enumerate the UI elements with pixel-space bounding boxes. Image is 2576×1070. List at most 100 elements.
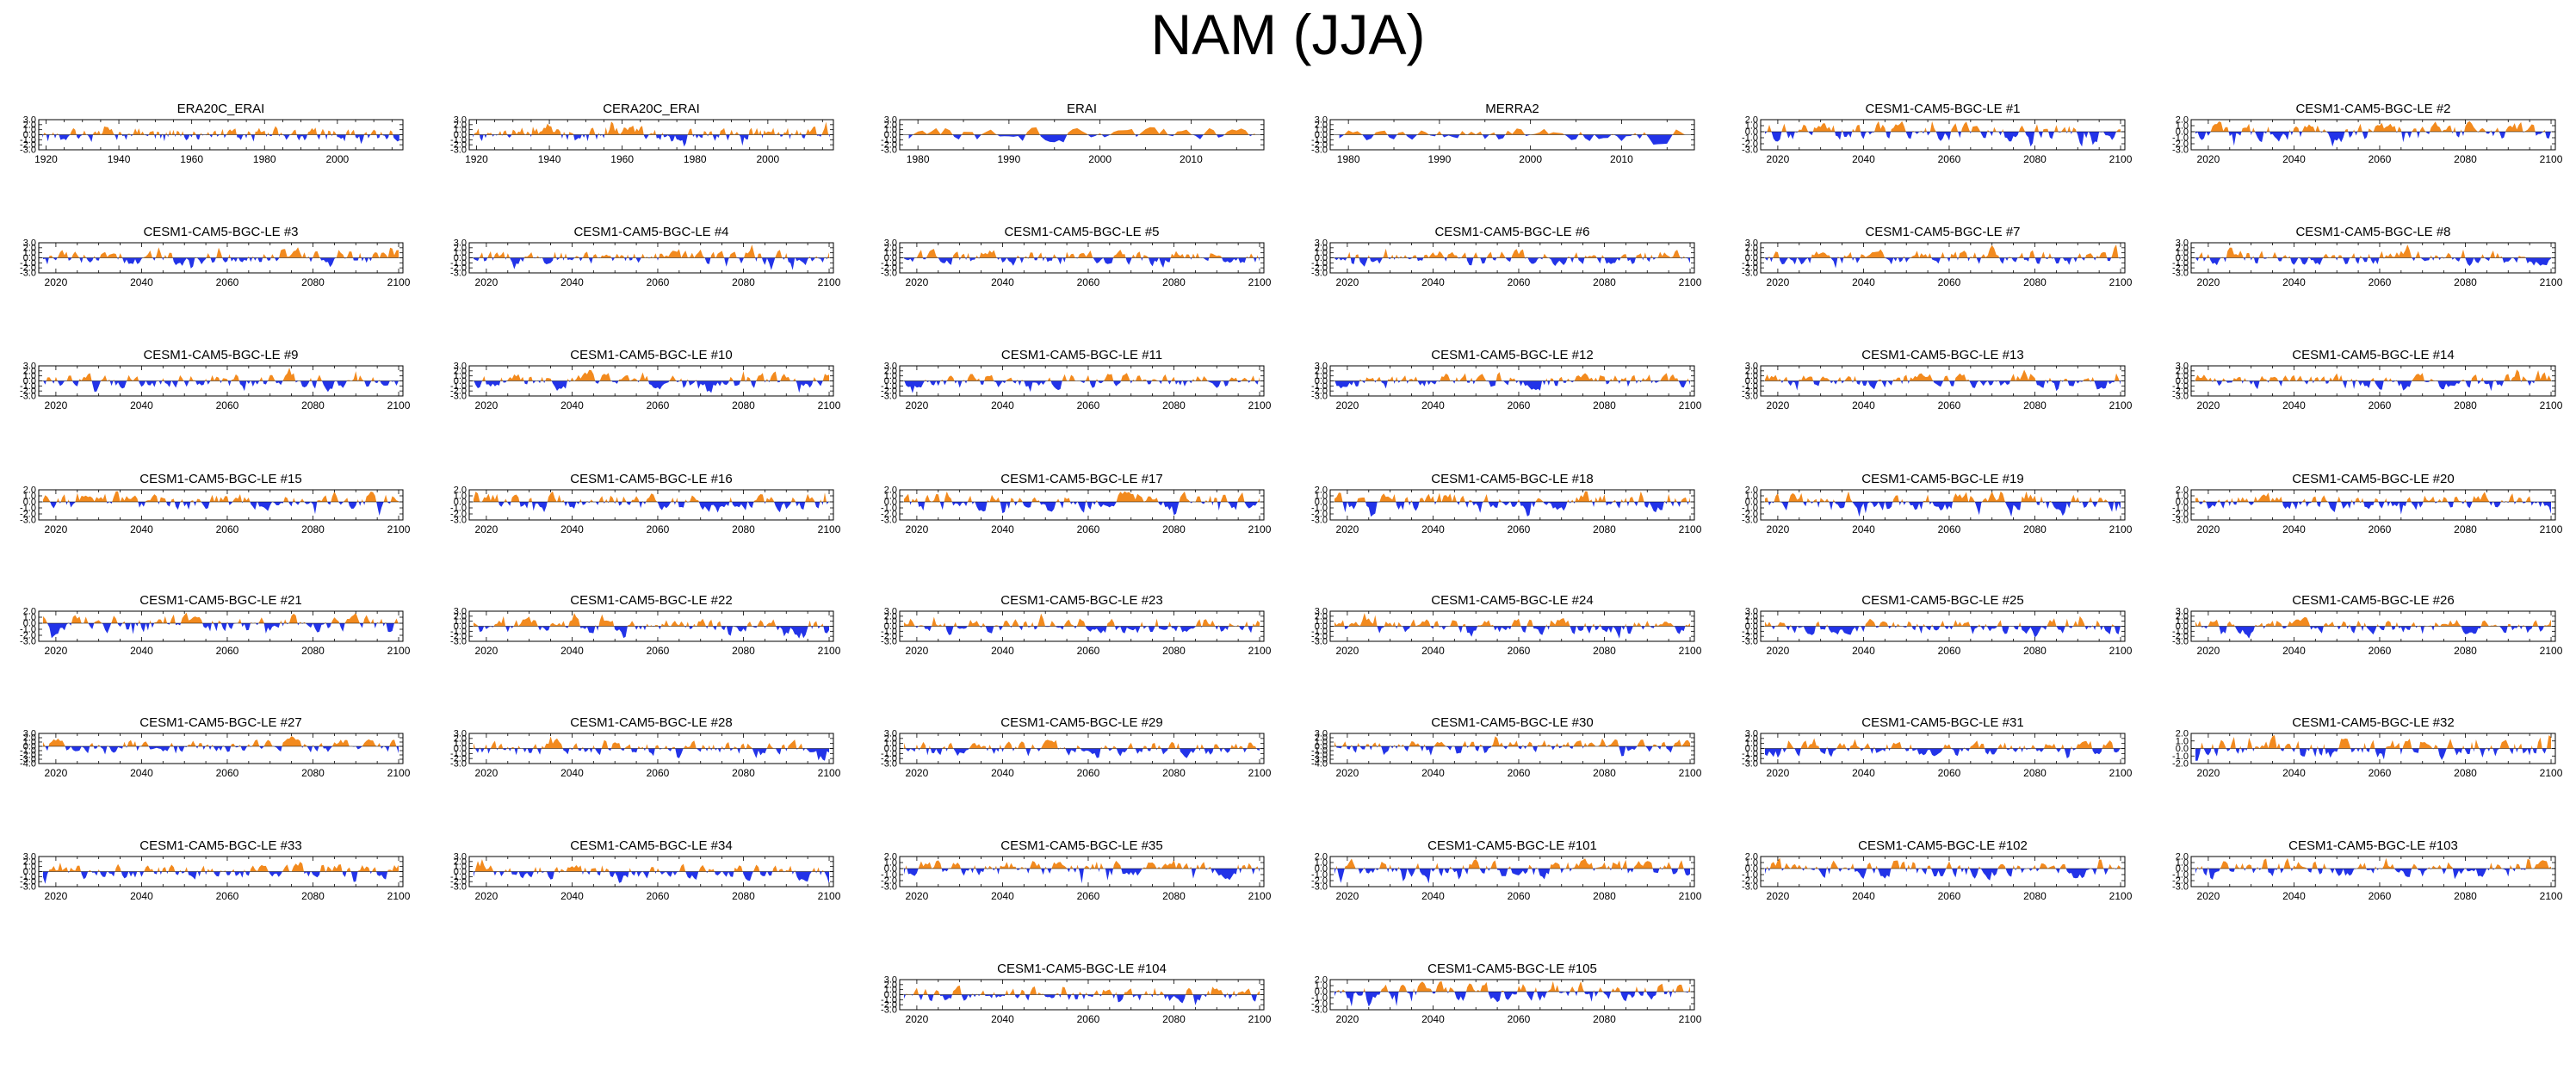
- y-tick-label: -3.0: [450, 269, 467, 279]
- y-tick-label: 2.0: [23, 857, 36, 867]
- x-tick-label: 2020: [45, 767, 68, 779]
- x-tick-label: 2020: [906, 399, 929, 411]
- y-tick-label: 2.0: [454, 243, 467, 253]
- plot-frame: [1760, 856, 2126, 888]
- y-tick-label: -1.0: [1311, 504, 1328, 514]
- y-tick-label: 3.0: [884, 238, 897, 249]
- y-tick-label: 2.0: [454, 486, 467, 496]
- x-tick-label: 2060: [1077, 1013, 1100, 1025]
- y-tick-label: -3.0: [20, 145, 36, 156]
- chart-panel: ERAI 3.0 2.0 1.0 0.0 -1.0 -2.0 -3.0 1980 1990 2000…: [861, 87, 1291, 210]
- series-negative-area: [1765, 502, 2121, 517]
- y-tick-label: 3.0: [454, 852, 467, 863]
- chart-svg: CESM1-CAM5-BGC-LE #2 2.01.00.0-1.0-2.0-3.…: [2172, 102, 2563, 165]
- chart-panel: CESM1-CAM5-BGC-LE #13 3.0 2.0 1.0 0.0 -1.0 -2.…: [1722, 333, 2152, 456]
- x-tick-label: 2060: [2369, 276, 2392, 288]
- y-tick-label: 0.0: [454, 376, 467, 387]
- y-tick-label: -3.0: [1311, 882, 1328, 893]
- x-tick-label: 2020: [906, 1013, 929, 1025]
- y-tick-label: 0.0: [1315, 742, 1328, 752]
- series-negative-area: [1334, 380, 1690, 391]
- x-tick-label: 2080: [1162, 1013, 1186, 1025]
- x-tick-label: 2060: [1938, 645, 1961, 657]
- x-tick-label: 2100: [387, 276, 411, 288]
- chart-panel: CESM1-CAM5-BGC-LE #15 2.0 1.0 0.0 -1.0 -2.0 -3…: [0, 457, 430, 580]
- x-tick-label: 2080: [2454, 153, 2477, 165]
- y-tick-label: 2.0: [1315, 366, 1328, 376]
- x-tick-label: 2040: [560, 523, 584, 535]
- x-tick-label: 2020: [475, 890, 498, 902]
- x-tick-label: 2040: [1852, 523, 1875, 535]
- x-tick-label: 2060: [1077, 890, 1100, 902]
- chart-panel: CESM1-CAM5-BGC-LE #5 3.0 2.0 1.0 0.0 -1.0 -2.0…: [861, 210, 1291, 333]
- x-tick-label: 2080: [2023, 399, 2047, 411]
- x-tick-label: 2100: [1248, 399, 1272, 411]
- x-tick-label: 2100: [1248, 890, 1272, 902]
- y-tick-label: 1.0: [1745, 616, 1758, 627]
- y-tick-label: 1.0: [1315, 738, 1328, 748]
- y-tick-label: -3.0: [2172, 145, 2189, 156]
- series-negative-area: [908, 134, 1255, 143]
- x-tick-label: 2080: [1162, 767, 1186, 779]
- y-tick-label: -3.0: [450, 145, 467, 156]
- y-tick-label: -2.0: [20, 631, 36, 641]
- y-tick-label: 3.0: [23, 238, 36, 249]
- chart-panel: CESM1-CAM5-BGC-LE #26 3.0 2.0 1.0 0.0 -1.0 -2.…: [2152, 578, 2576, 702]
- panel-title: CESM1-CAM5-BGC-LE #19: [1861, 472, 2023, 486]
- y-tick-label: 3.0: [884, 607, 897, 617]
- y-tick-label: 2.0: [1745, 243, 1758, 253]
- y-tick-label: -1.0: [2172, 381, 2189, 392]
- y-tick-label: -2.0: [881, 754, 897, 764]
- y-tick-label: -2.0: [1311, 387, 1328, 397]
- y-tick-label: 3.0: [1745, 607, 1758, 617]
- chart-svg: MERRA2 3.02.01.00.0-1.0-2.0-3.0 1980 1990 20…: [1311, 102, 1695, 165]
- series-negative-area: [904, 869, 1260, 884]
- chart-panel: CESM1-CAM5-BGC-LE #35 2.0 1.0 0.0 -1.0 -2.0 -3…: [861, 824, 1291, 947]
- series-negative-area: [1334, 626, 1690, 639]
- series-positive-area: [1765, 615, 2121, 627]
- panel-title: CERA20C_ERAI: [603, 102, 700, 116]
- y-tick-label: -1.0: [881, 381, 897, 392]
- series-positive-area: [1765, 244, 2121, 258]
- y-tick-label: 1.0: [23, 613, 36, 623]
- x-tick-label: 2100: [2540, 153, 2563, 165]
- y-tick-label: 2.0: [1745, 366, 1758, 376]
- y-tick-label: -3.0: [20, 755, 36, 765]
- series-negative-area: [1765, 748, 2121, 758]
- x-tick-label: 2020: [2197, 276, 2220, 288]
- y-tick-label: -3.0: [881, 392, 897, 402]
- series-positive-area: [2195, 121, 2551, 132]
- series-positive-area: [1765, 491, 2121, 502]
- series-negative-area: [43, 871, 399, 884]
- y-tick-label: -2.0: [1742, 263, 1758, 274]
- y-tick-label: -1.0: [20, 381, 36, 392]
- x-tick-label: 2060: [1077, 767, 1100, 779]
- x-tick-label: 2100: [1248, 645, 1272, 657]
- y-tick-label: 0.0: [1745, 253, 1758, 263]
- panel-title: CESM1-CAM5-BGC-LE #24: [1431, 593, 1593, 608]
- x-tick-label: 2040: [130, 645, 153, 657]
- x-tick-label: 2060: [1508, 645, 1531, 657]
- x-tick-label: 2060: [1508, 1013, 1531, 1025]
- y-tick-label: 0.0: [1745, 744, 1758, 754]
- series-negative-area: [43, 380, 399, 393]
- x-tick-label: 2020: [1336, 276, 1359, 288]
- y-tick-label: -1.0: [1742, 870, 1758, 881]
- y-tick-label: 0.0: [23, 130, 36, 140]
- x-tick-label: 2100: [2540, 767, 2563, 779]
- chart-svg: CESM1-CAM5-BGC-LE #11 3.02.01.00.0-1.0-2.…: [881, 348, 1272, 411]
- x-tick-label: 2040: [1421, 767, 1445, 779]
- chart-svg: CESM1-CAM5-BGC-LE #4 3.02.01.00.0-1.0-2.0…: [450, 225, 841, 288]
- x-tick-label: 2020: [2197, 645, 2220, 657]
- series-negative-area: [2195, 502, 2551, 515]
- x-tick-label: 2100: [1679, 1013, 1702, 1025]
- y-tick-label: 1.0: [454, 739, 467, 749]
- x-tick-label: 2060: [1508, 890, 1531, 902]
- x-tick-label: 2000: [1088, 153, 1112, 165]
- y-tick-label: 2.0: [884, 980, 897, 990]
- y-tick-label: -3.0: [20, 637, 36, 647]
- chart-svg: CESM1-CAM5-BGC-LE #30 3.02.01.00.0-1.0-2.…: [1311, 715, 1702, 779]
- chart-panel: CESM1-CAM5-BGC-LE #17 2.0 1.0 0.0 -1.0 -2.0 -3…: [861, 457, 1291, 580]
- x-tick-label: 2020: [1767, 523, 1790, 535]
- x-tick-label: 2040: [560, 399, 584, 411]
